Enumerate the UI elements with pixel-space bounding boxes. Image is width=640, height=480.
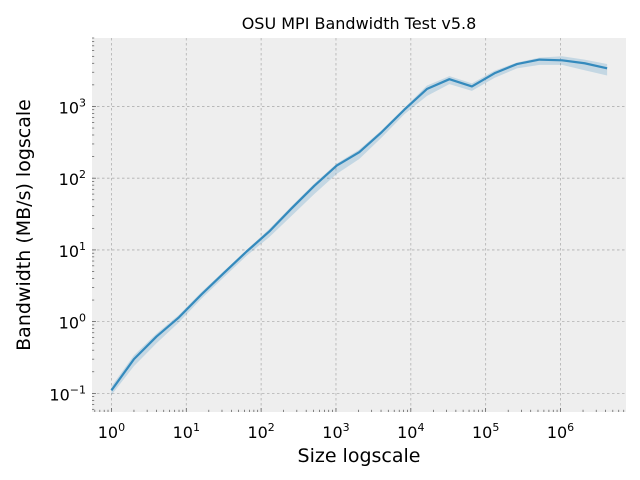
x-tick-label: 102 — [247, 421, 274, 442]
y-tick-label: 10−1 — [49, 383, 86, 404]
x-tick-label: 100 — [98, 421, 125, 442]
chart-title: OSU MPI Bandwidth Test v5.8 — [242, 14, 477, 33]
series-line — [110, 58, 608, 392]
y-tick-label: 101 — [59, 240, 86, 261]
x-tick-label: 106 — [547, 421, 574, 442]
plot-area — [92, 38, 626, 412]
y-tick-label: 102 — [59, 168, 86, 189]
y-tick-labels: 10−1 100 101 102 103 — [49, 96, 86, 404]
x-tick-label: 101 — [173, 421, 200, 442]
y-tick-label: 103 — [59, 96, 86, 117]
grid — [92, 38, 626, 412]
y-tick-label: 100 — [59, 312, 86, 333]
x-axis-label: Size logscale — [298, 445, 421, 467]
x-tick-label: 103 — [322, 421, 349, 442]
minor-ticks — [92, 37, 625, 412]
x-tick-labels: 100 101 102 103 104 105 106 — [98, 421, 574, 442]
x-tick-label: 105 — [472, 421, 499, 442]
y-axis-label: Bandwidth (MB/s) logscale — [13, 99, 35, 351]
x-tick-label: 104 — [397, 421, 424, 442]
